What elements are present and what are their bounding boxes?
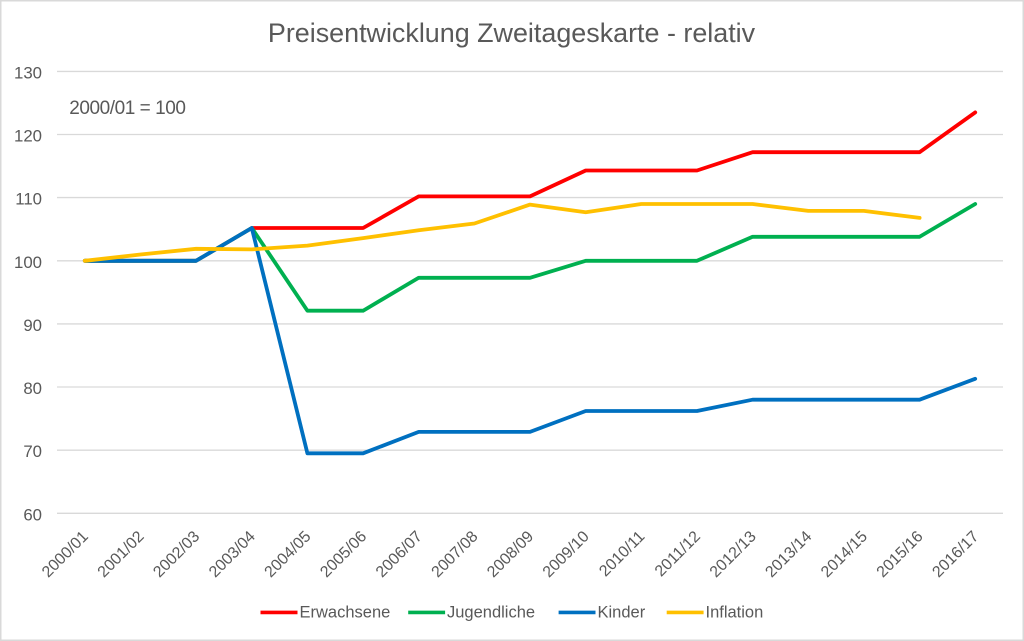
svg-text:Inflation: Inflation — [706, 604, 764, 622]
svg-text:70: 70 — [23, 442, 42, 461]
svg-text:60: 60 — [23, 505, 42, 524]
svg-text:100: 100 — [14, 253, 42, 272]
svg-text:Erwachsene: Erwachsene — [300, 604, 391, 622]
svg-text:Preisentwicklung Zweitageskart: Preisentwicklung Zweitageskarte - relati… — [268, 18, 756, 48]
svg-text:Jugendliche: Jugendliche — [447, 604, 535, 622]
svg-text:110: 110 — [15, 190, 42, 209]
svg-text:2000/01 = 100: 2000/01 = 100 — [69, 98, 185, 119]
svg-text:Kinder: Kinder — [598, 604, 646, 622]
svg-text:80: 80 — [23, 379, 42, 398]
svg-text:90: 90 — [23, 316, 42, 335]
svg-text:120: 120 — [14, 127, 42, 146]
svg-text:130: 130 — [14, 63, 42, 82]
